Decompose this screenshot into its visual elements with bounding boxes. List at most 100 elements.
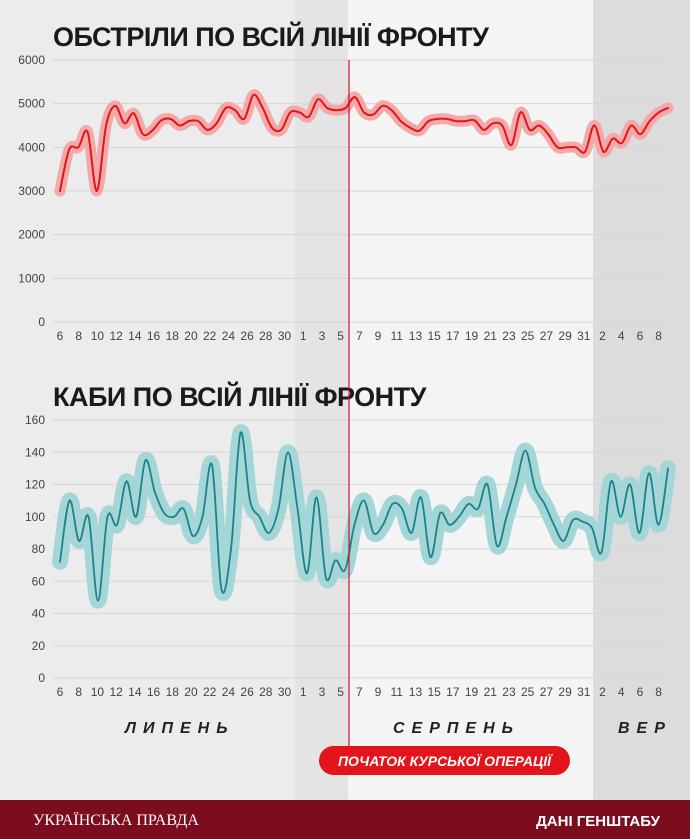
- data-point: [591, 527, 593, 529]
- data-point: [648, 472, 650, 474]
- footer-bar: [0, 800, 690, 839]
- x-tick-label: 17: [446, 685, 460, 699]
- data-point: [492, 122, 494, 124]
- data-point: [648, 120, 651, 122]
- data-point: [467, 503, 470, 505]
- data-point: [667, 107, 669, 109]
- data-point: [201, 516, 204, 518]
- data-point: [179, 124, 181, 127]
- x-tick-label: 14: [128, 329, 142, 343]
- data-point: [391, 109, 393, 111]
- data-point: [59, 190, 61, 192]
- x-tick-label: 5: [337, 329, 344, 343]
- y-tick-label: 100: [25, 510, 45, 524]
- data-point: [477, 508, 479, 510]
- month-label-july: ЛИПЕНЬ: [124, 720, 235, 737]
- data-point: [562, 540, 565, 542]
- x-tick-label: 19: [465, 685, 479, 699]
- x-tick-label: 31: [577, 685, 591, 699]
- y-tick-label: 3000: [18, 184, 45, 198]
- data-point: [372, 113, 374, 116]
- data-point: [97, 600, 99, 602]
- data-point: [206, 129, 208, 131]
- x-tick-label: 6: [57, 329, 64, 343]
- kab-y-axis: 0 20 40 60 80 100 120 140 160: [25, 413, 45, 685]
- x-tick-label: 4: [618, 329, 625, 343]
- data-point: [363, 111, 365, 113]
- data-point: [123, 122, 126, 124]
- data-point: [524, 450, 527, 452]
- data-point: [538, 124, 540, 127]
- data-point: [249, 500, 251, 502]
- data-point: [144, 459, 147, 461]
- data-point: [610, 480, 612, 482]
- data-point: [78, 540, 80, 542]
- operation-start-pill: [319, 746, 570, 775]
- y-tick-label: 0: [38, 671, 45, 685]
- x-tick-label: 2: [599, 329, 606, 343]
- data-point: [271, 127, 273, 129]
- data-point: [382, 524, 384, 526]
- data-point: [335, 109, 337, 111]
- data-point: [268, 532, 270, 534]
- data-point: [211, 464, 213, 466]
- september-highlight: [593, 0, 690, 800]
- data-point: [630, 124, 632, 127]
- x-tick-label: 15: [427, 329, 441, 343]
- data-point: [602, 151, 605, 153]
- x-tick-label: 17: [446, 329, 460, 343]
- x-tick-label: 1: [300, 329, 307, 343]
- x-tick-label: 25: [521, 685, 535, 699]
- data-point: [326, 107, 328, 109]
- x-tick-label: 6: [637, 685, 644, 699]
- source-logo: УКРАЇНСЬКА ПРАВДА: [33, 811, 199, 829]
- data-point: [239, 432, 242, 434]
- data-point: [280, 129, 282, 131]
- x-tick-label: 7: [356, 329, 363, 343]
- x-tick-label: 26: [240, 329, 254, 343]
- x-tick-label: 2: [599, 685, 606, 699]
- x-tick-label: 31: [577, 329, 591, 343]
- x-tick-label: 9: [375, 685, 382, 699]
- data-point: [87, 131, 89, 133]
- x-tick-label: 24: [222, 685, 236, 699]
- x-tick-label: 8: [75, 685, 82, 699]
- data-point: [230, 548, 232, 550]
- data-credit: ДАНІ ГЕНШТАБУ: [536, 813, 661, 830]
- x-tick-label: 22: [203, 329, 217, 343]
- x-tick-label: 27: [540, 329, 554, 343]
- data-point: [372, 532, 375, 534]
- data-point: [68, 148, 70, 151]
- data-point: [401, 508, 403, 510]
- c1-data-points: [59, 94, 669, 192]
- data-point: [151, 130, 153, 132]
- data-point: [363, 500, 365, 502]
- data-point: [410, 532, 413, 534]
- x-tick-label: 29: [558, 685, 572, 699]
- data-point: [262, 107, 264, 109]
- data-point: [600, 551, 603, 553]
- data-point: [483, 129, 485, 131]
- y-tick-label: 4000: [18, 140, 45, 154]
- data-point: [252, 94, 255, 96]
- month-label-september: ВЕР: [618, 720, 672, 737]
- x-tick-label: 29: [558, 329, 572, 343]
- data-point: [96, 190, 98, 192]
- kab-gridlines: [53, 419, 668, 679]
- data-point: [315, 496, 318, 498]
- data-point: [547, 133, 549, 135]
- data-point: [510, 144, 512, 146]
- data-point: [116, 524, 118, 526]
- y-tick-label: 1000: [18, 271, 45, 285]
- data-point: [553, 524, 555, 526]
- x-tick-label: 11: [391, 685, 404, 699]
- data-point: [584, 151, 586, 153]
- x-tick-label: 28: [259, 329, 273, 343]
- data-point: [182, 508, 185, 510]
- data-point: [296, 508, 299, 510]
- x-tick-label: 27: [540, 685, 554, 699]
- x-tick-label: 25: [521, 329, 535, 343]
- y-tick-label: 140: [25, 445, 45, 459]
- x-tick-label: 3: [319, 329, 326, 343]
- pre-event-highlight: [295, 0, 348, 800]
